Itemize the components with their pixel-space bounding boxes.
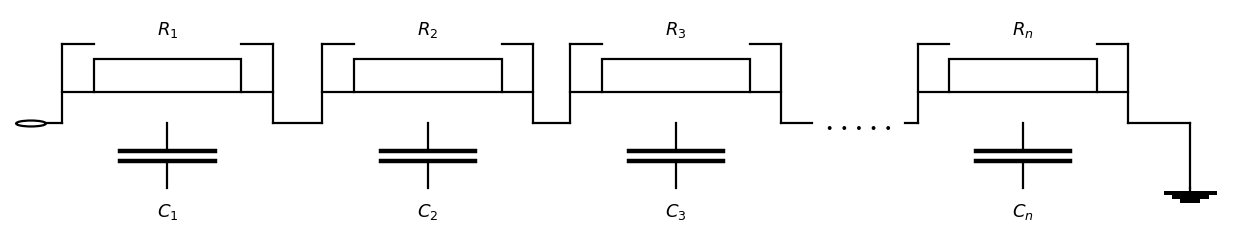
Bar [94, 59, 241, 92]
Text: $R_2$: $R_2$ [417, 20, 439, 40]
Text: $R_1$: $R_1$ [156, 20, 179, 40]
Bar [603, 59, 750, 92]
Text: $R_n$: $R_n$ [1012, 20, 1034, 40]
Text: $C_2$: $C_2$ [417, 203, 439, 222]
Bar [950, 59, 1096, 92]
Text: $C_1$: $C_1$ [156, 203, 179, 222]
Text: $R_3$: $R_3$ [665, 20, 687, 40]
Text: . . . . .: . . . . . [826, 114, 892, 133]
Text: $C_n$: $C_n$ [1012, 203, 1034, 222]
Text: $C_3$: $C_3$ [665, 203, 687, 222]
Bar [355, 59, 501, 92]
